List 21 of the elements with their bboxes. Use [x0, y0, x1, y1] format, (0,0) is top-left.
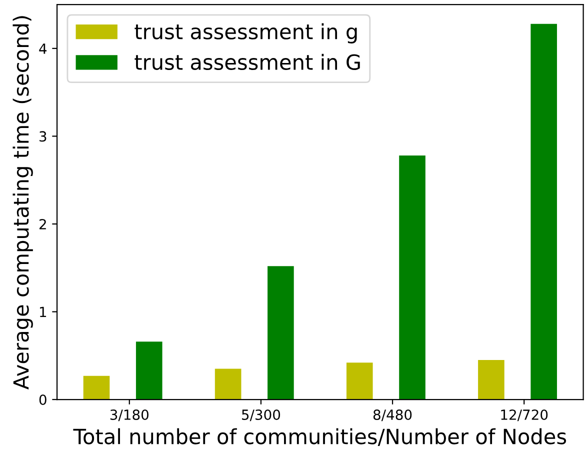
legend-label: trust assessment in G — [134, 54, 360, 70]
bar — [136, 342, 162, 400]
y-tick-label: 2 — [39, 218, 46, 230]
x-tick-label: 5/300 — [242, 409, 280, 422]
y-tick-label: 1 — [40, 306, 46, 318]
bar — [268, 266, 294, 400]
bar — [530, 24, 557, 400]
x-tick-label: 3/180 — [110, 409, 148, 422]
y-tick-label: 3 — [40, 131, 46, 142]
bar — [346, 362, 373, 400]
x-tick-label: 8/480 — [373, 409, 412, 422]
y-axis-title: Average computating time (second) — [12, 16, 33, 390]
legend-label: trust assessment in g — [134, 23, 357, 44]
bar — [214, 368, 242, 400]
x-tick-label: 12/720 — [501, 409, 548, 422]
bar — [399, 156, 426, 400]
y-tick-label: 0 — [39, 394, 46, 405]
x-axis-title: Total number of communities/Number of Nodes — [73, 428, 566, 446]
y-tick-label: 4 — [39, 44, 47, 54]
bar — [83, 376, 110, 400]
bar — [478, 360, 504, 400]
